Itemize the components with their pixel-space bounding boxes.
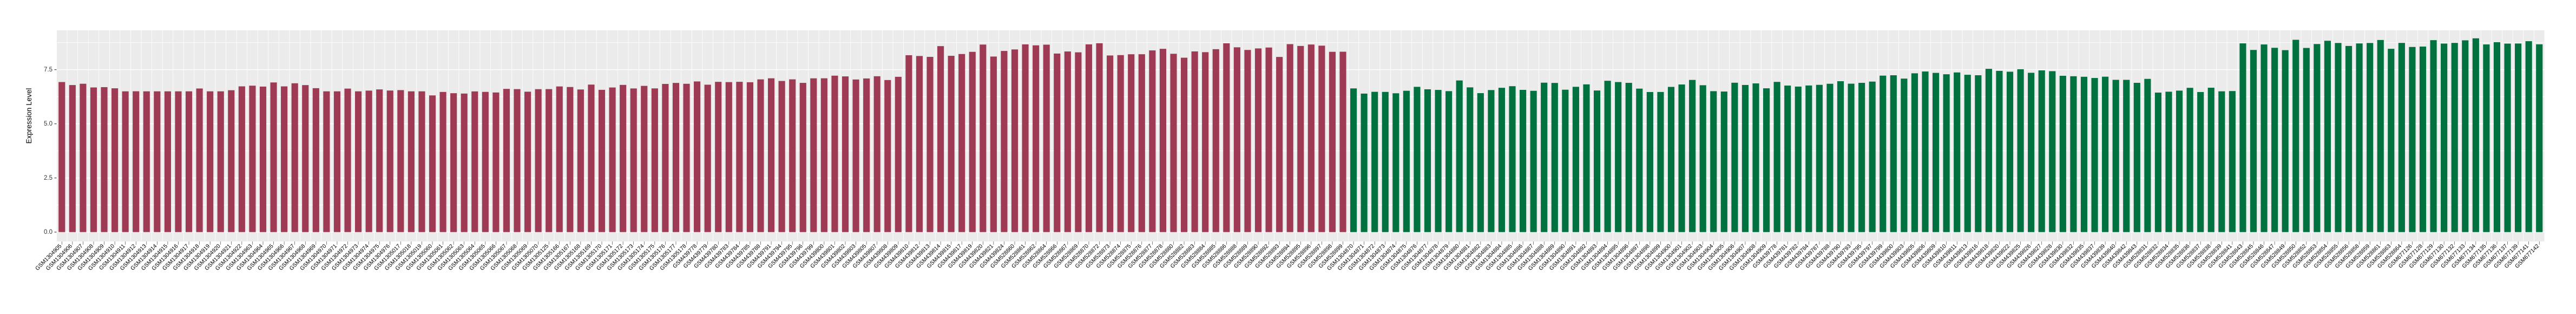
- svg-text:0.0: 0.0: [44, 229, 52, 236]
- svg-text:2.5: 2.5: [44, 175, 52, 181]
- svg-text:7.5: 7.5: [44, 67, 52, 73]
- svg-text:5.0: 5.0: [44, 121, 52, 127]
- svg-text:Expression Level: Expression Level: [25, 88, 33, 144]
